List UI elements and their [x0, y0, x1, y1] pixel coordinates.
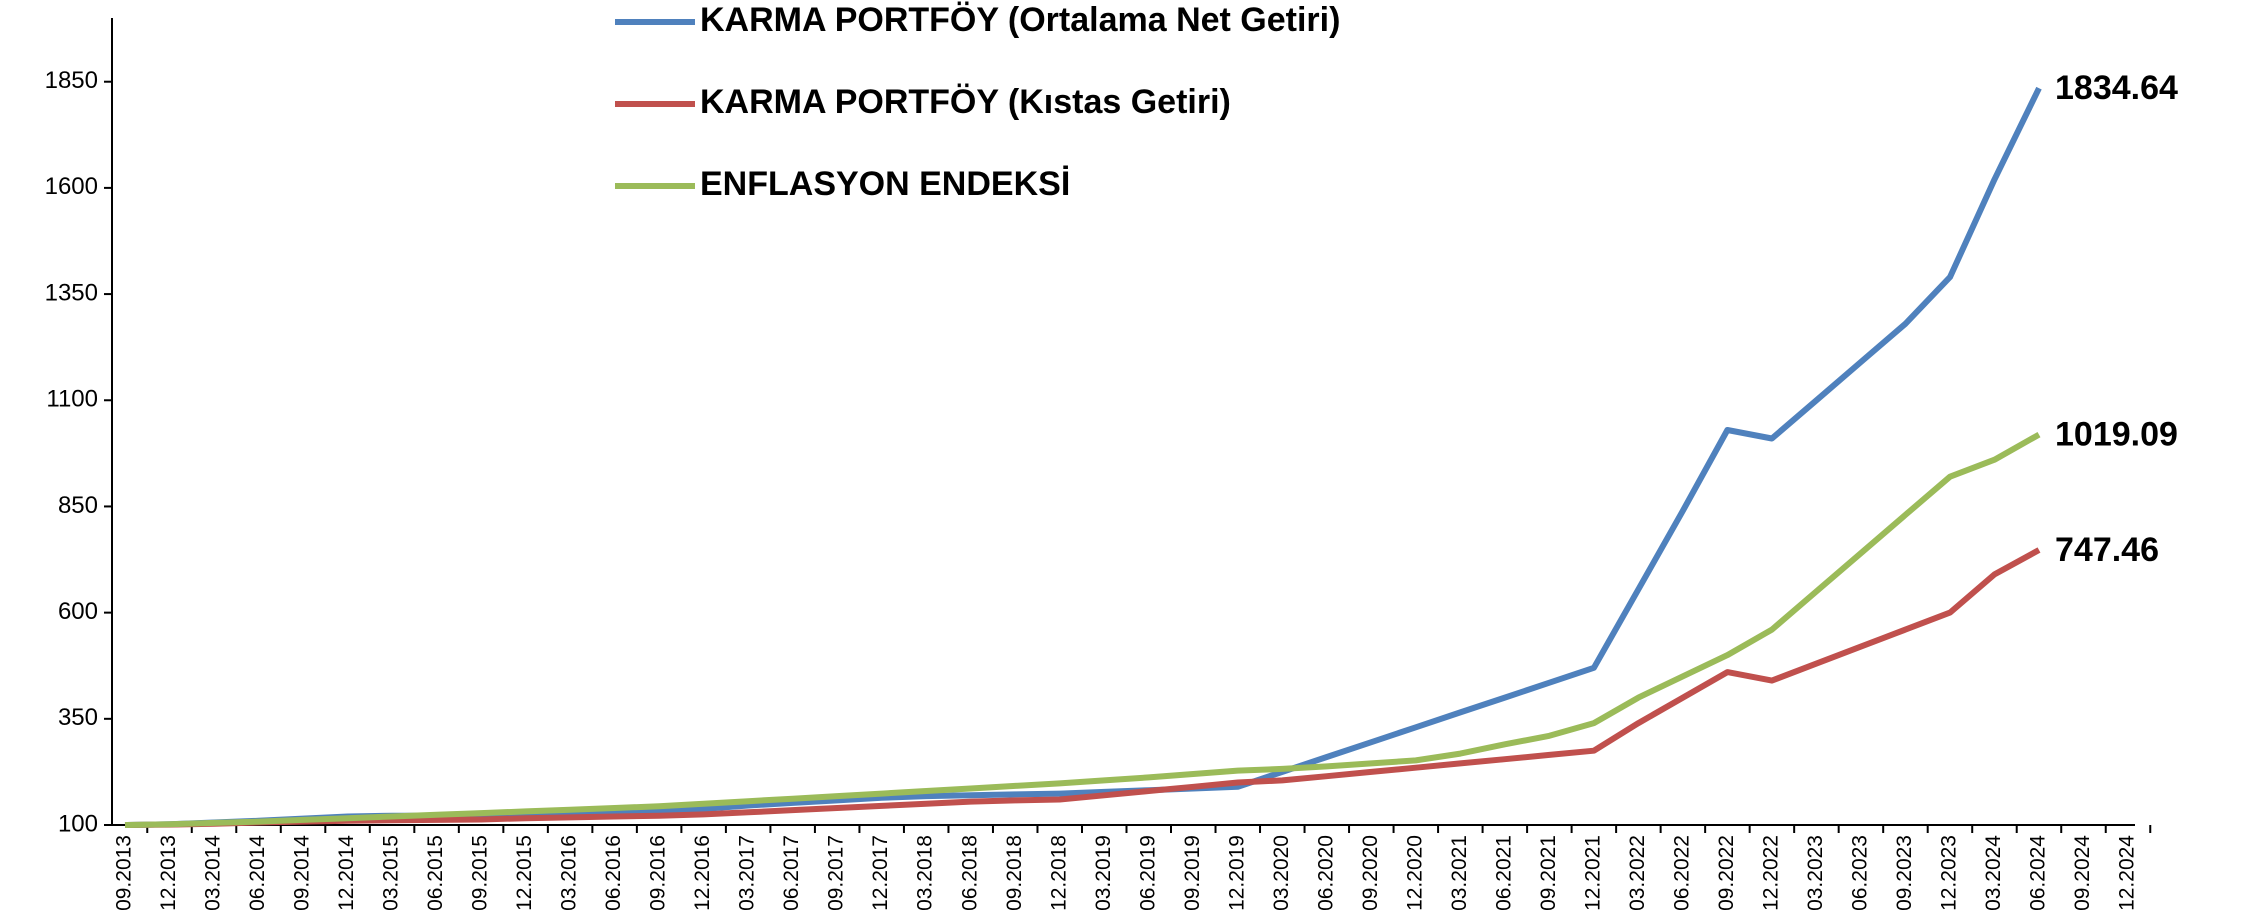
y-tick-label: 1100: [46, 386, 98, 413]
x-tick-label: 09.2013: [113, 835, 136, 911]
x-tick-label: 06.2019: [1136, 835, 1159, 911]
series-line: [124, 86, 2042, 828]
x-tick-label: 12.2015: [513, 835, 536, 911]
x-tick-label: 06.2023: [1848, 835, 1871, 911]
x-tick-label: 03.2015: [380, 835, 403, 911]
y-tick-label: 100: [58, 810, 98, 837]
x-tick-label: 06.2016: [602, 835, 625, 911]
series-line: [124, 431, 2041, 828]
x-tick-label: 12.2022: [1759, 835, 1782, 911]
x-tick-label: 09.2016: [647, 835, 670, 911]
x-tick-label: 06.2021: [1492, 835, 1515, 911]
x-tick-label: 12.2023: [1938, 835, 1961, 911]
y-tick-label: 600: [58, 598, 98, 625]
x-tick-label: 03.2016: [558, 835, 581, 911]
x-tick-label: 03.2018: [914, 835, 937, 911]
y-tick-label: 850: [58, 492, 98, 519]
data-label: 747.46: [2055, 531, 2159, 569]
x-tick-label: 09.2022: [1715, 835, 1738, 911]
x-tick-label: 09.2021: [1537, 835, 1560, 911]
data-label: 1834.64: [2055, 69, 2178, 107]
x-tick-label: 12.2013: [157, 835, 180, 911]
x-tick-label: 03.2014: [202, 835, 225, 911]
x-tick-label: 12.2021: [1581, 835, 1604, 911]
x-tick-label: 09.2023: [1893, 835, 1916, 911]
x-tick-label: 12.2016: [691, 835, 714, 911]
x-tick-label: 09.2019: [1181, 835, 1204, 911]
x-tick-label: 03.2019: [1092, 835, 1115, 911]
x-tick-label: 12.2017: [869, 835, 892, 911]
x-tick-label: 09.2024: [2071, 835, 2094, 911]
x-tick-label: 06.2020: [1314, 835, 1337, 911]
x-tick-label: 06.2022: [1670, 835, 1693, 911]
x-tick-label: 09.2020: [1359, 835, 1382, 911]
series-line: [124, 547, 2041, 828]
x-tick-label: 03.2017: [736, 835, 759, 911]
x-tick-label: 03.2023: [1804, 835, 1827, 911]
y-tick-label: 1350: [45, 279, 98, 306]
x-tick-label: 03.2022: [1626, 835, 1649, 911]
x-tick-label: 09.2014: [291, 835, 314, 911]
legend-label: KARMA PORTFÖY (Ortalama Net Getiri): [700, 1, 1340, 39]
x-tick-label: 06.2014: [246, 835, 269, 911]
legend-label: ENFLASYON ENDEKSİ: [700, 165, 1070, 203]
x-tick-label: 06.2015: [424, 835, 447, 911]
x-tick-label: 03.2020: [1270, 835, 1293, 911]
x-tick-label: 09.2015: [469, 835, 492, 911]
x-tick-label: 03.2024: [1982, 835, 2005, 911]
x-tick-label: 12.2020: [1403, 835, 1426, 911]
y-tick-label: 1850: [45, 67, 98, 94]
x-tick-label: 09.2017: [825, 835, 848, 911]
x-tick-label: 06.2024: [2027, 835, 2050, 911]
legend-label: KARMA PORTFÖY (Kıstas Getiri): [700, 83, 1231, 121]
x-tick-label: 03.2021: [1448, 835, 1471, 911]
y-tick-label: 1600: [45, 173, 98, 200]
x-tick-label: 12.2024: [2116, 835, 2139, 911]
data-label: 1019.09: [2055, 416, 2178, 454]
x-tick-label: 12.2018: [1047, 835, 1070, 911]
x-tick-label: 09.2018: [1003, 835, 1026, 911]
x-tick-label: 06.2018: [958, 835, 981, 911]
x-tick-label: 12.2019: [1225, 835, 1248, 911]
y-tick-label: 350: [58, 704, 98, 731]
x-tick-label: 06.2017: [780, 835, 803, 911]
x-tick-label: 12.2014: [335, 835, 358, 911]
